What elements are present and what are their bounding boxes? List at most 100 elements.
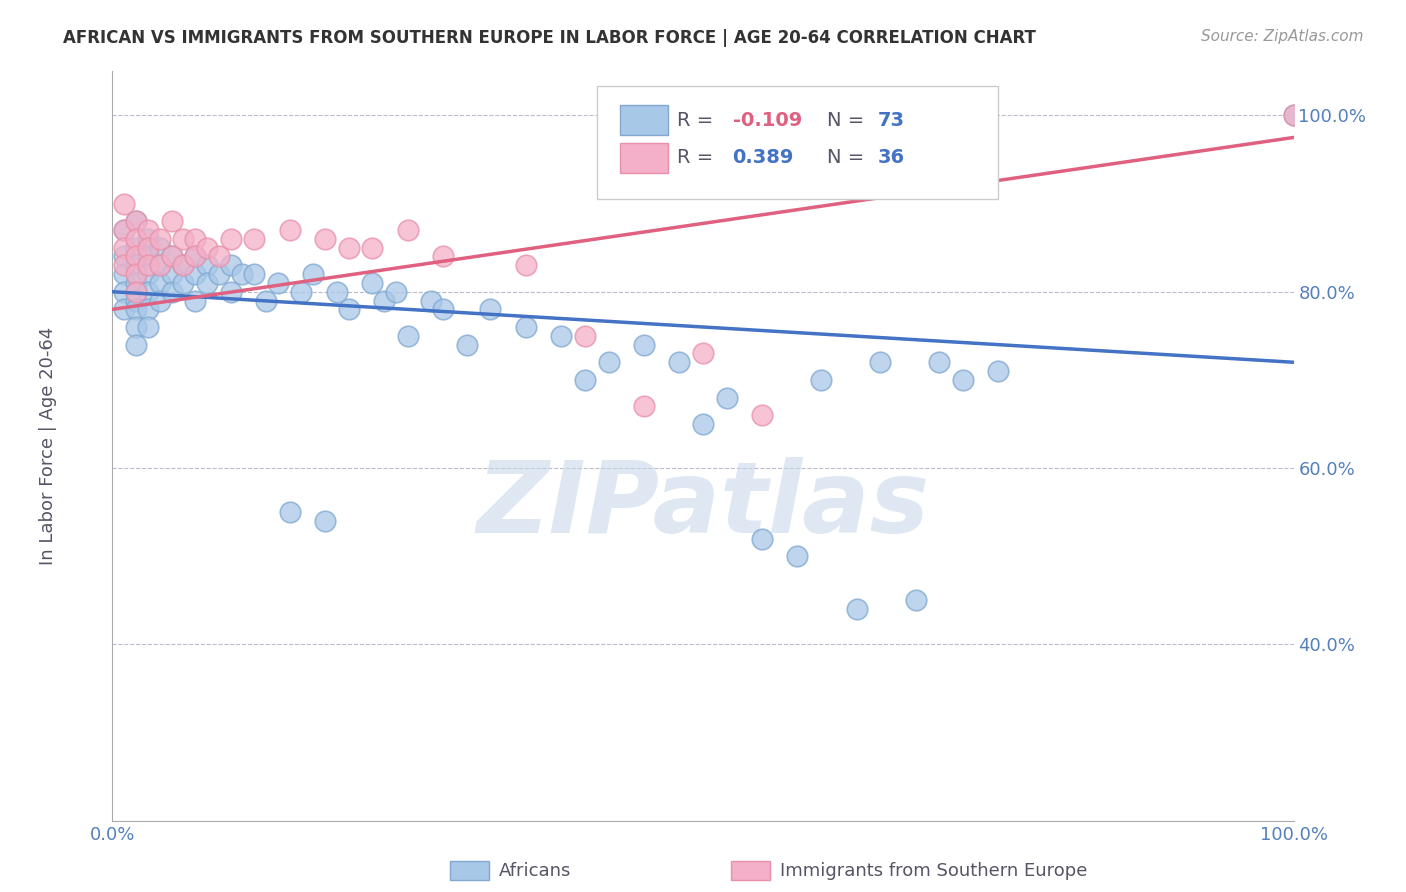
Point xyxy=(125,276,148,290)
Point xyxy=(160,267,183,281)
Point xyxy=(136,241,159,255)
Point xyxy=(928,355,950,369)
Point xyxy=(184,293,207,308)
Point xyxy=(160,250,183,264)
Point xyxy=(1282,108,1305,122)
Point xyxy=(361,241,384,255)
Text: Source: ZipAtlas.com: Source: ZipAtlas.com xyxy=(1201,29,1364,44)
FancyBboxPatch shape xyxy=(620,143,668,172)
Point xyxy=(195,241,218,255)
Point xyxy=(149,258,172,272)
Point xyxy=(112,258,135,272)
Point xyxy=(326,285,349,299)
Point xyxy=(125,293,148,308)
Point xyxy=(149,276,172,290)
Point xyxy=(160,285,183,299)
Point xyxy=(337,302,360,317)
Point xyxy=(904,593,927,607)
Point xyxy=(195,276,218,290)
Point xyxy=(952,373,974,387)
Point xyxy=(160,214,183,228)
Point xyxy=(112,223,135,237)
Point xyxy=(136,267,159,281)
Point xyxy=(136,232,159,246)
Point xyxy=(184,250,207,264)
Point xyxy=(125,241,148,255)
Point xyxy=(385,285,408,299)
Point xyxy=(125,285,148,299)
Point xyxy=(243,267,266,281)
Point xyxy=(278,223,301,237)
Point xyxy=(633,400,655,414)
Point xyxy=(125,302,148,317)
Point xyxy=(219,258,242,272)
Point xyxy=(184,232,207,246)
Point xyxy=(668,355,690,369)
Point xyxy=(420,293,443,308)
Point xyxy=(172,232,194,246)
Point xyxy=(125,337,148,351)
Y-axis label: In Labor Force | Age 20-64: In Labor Force | Age 20-64 xyxy=(39,326,56,566)
Point xyxy=(243,232,266,246)
Point xyxy=(574,373,596,387)
FancyBboxPatch shape xyxy=(596,87,998,199)
Point xyxy=(1282,108,1305,122)
Point xyxy=(125,232,148,246)
Point xyxy=(125,214,148,228)
Point xyxy=(136,223,159,237)
Point xyxy=(219,232,242,246)
Point xyxy=(254,293,277,308)
Point xyxy=(278,505,301,519)
Point xyxy=(479,302,502,317)
Text: 0.389: 0.389 xyxy=(733,148,794,167)
Point xyxy=(751,532,773,546)
Point xyxy=(112,241,135,255)
Text: R =: R = xyxy=(678,148,713,167)
Point xyxy=(172,258,194,272)
Point xyxy=(149,293,172,308)
Point xyxy=(302,267,325,281)
Point xyxy=(208,250,231,264)
Point xyxy=(515,258,537,272)
Point xyxy=(125,258,148,272)
Point xyxy=(149,241,172,255)
Text: AFRICAN VS IMMIGRANTS FROM SOUTHERN EUROPE IN LABOR FORCE | AGE 20-64 CORRELATIO: AFRICAN VS IMMIGRANTS FROM SOUTHERN EURO… xyxy=(63,29,1036,46)
Point xyxy=(172,276,194,290)
Point xyxy=(396,223,419,237)
Point xyxy=(112,196,135,211)
Point xyxy=(267,276,290,290)
Point xyxy=(716,391,738,405)
Text: 73: 73 xyxy=(877,111,905,129)
Point xyxy=(869,355,891,369)
Text: R =: R = xyxy=(678,111,713,129)
Point xyxy=(112,223,135,237)
Point xyxy=(231,267,253,281)
Point xyxy=(125,250,148,264)
Point xyxy=(184,250,207,264)
Point xyxy=(172,258,194,272)
Point xyxy=(337,241,360,255)
Point xyxy=(208,267,231,281)
Point xyxy=(314,514,336,528)
Point xyxy=(112,250,135,264)
Point xyxy=(136,302,159,317)
Point xyxy=(574,328,596,343)
Point xyxy=(751,408,773,422)
Point xyxy=(396,328,419,343)
Point xyxy=(112,302,135,317)
Point xyxy=(550,328,572,343)
Point xyxy=(515,320,537,334)
Point xyxy=(112,267,135,281)
Text: N =: N = xyxy=(827,148,865,167)
Point xyxy=(160,250,183,264)
Point xyxy=(136,250,159,264)
FancyBboxPatch shape xyxy=(620,105,668,135)
Text: 36: 36 xyxy=(877,148,905,167)
Point xyxy=(373,293,395,308)
Point xyxy=(786,549,808,564)
Point xyxy=(136,285,159,299)
Point xyxy=(290,285,312,299)
Point xyxy=(219,285,242,299)
Point xyxy=(125,214,148,228)
Point xyxy=(149,232,172,246)
